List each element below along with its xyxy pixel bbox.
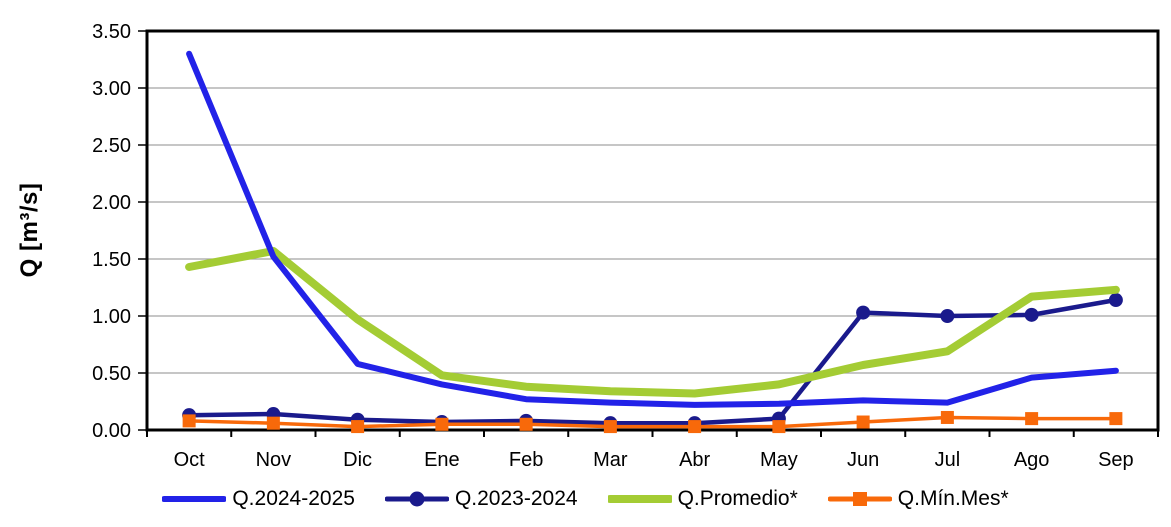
x-tick-label: Nov (256, 449, 292, 471)
square-marker (772, 420, 786, 434)
square-marker (1025, 412, 1039, 426)
series-line (186, 297, 1119, 426)
y-tick-label: 2.00 (92, 192, 131, 214)
series-Q.Mín.Mes* (182, 410, 1123, 434)
circle-marker (856, 305, 871, 320)
square-marker (182, 414, 196, 428)
series-Q.2024-2025 (186, 50, 1119, 408)
axis-labels: 0.00 0.50 1.00 1.50 2.00 2.50 3.00 3.50 Oct Nov Di… (92, 21, 1134, 471)
square-marker (603, 420, 617, 434)
legend-item-q-2024-2025: Q.2024-2025 (162, 487, 355, 511)
x-tick-label: Sep (1098, 449, 1134, 471)
square-marker (266, 416, 280, 430)
x-tick-label: Jul (935, 449, 961, 471)
series-Q.Promedio* (185, 247, 1120, 398)
legend-label: Q.2023-2024 (454, 487, 578, 510)
chart-legend: Q.2024-2025 Q.2023-2024 Q.Promedio* Q.Mín.M… (0, 487, 1171, 511)
circle-marker (409, 491, 425, 507)
circle-marker (1024, 307, 1039, 322)
legend-label: Q.Promedio* (677, 487, 798, 510)
square-marker (519, 417, 533, 431)
x-tick-label: Ene (424, 449, 460, 471)
series-line (185, 247, 1120, 398)
legend-line-sample (162, 496, 227, 502)
x-tick-label: Dic (343, 449, 372, 471)
square-marker (435, 417, 449, 431)
circle-marker (1108, 293, 1123, 308)
gridlines (147, 87, 1158, 374)
x-tick-label: Jun (847, 449, 879, 471)
square-marker (688, 420, 702, 434)
legend-label: Q.Mín.Mes* (897, 487, 1009, 510)
legend-item-q-promedio-: Q.Promedio* (607, 487, 798, 511)
legend-line-sample (384, 491, 449, 507)
y-tick-label: 3.00 (92, 78, 131, 100)
y-tick-label: 1.50 (92, 249, 131, 271)
circle-marker (940, 309, 955, 323)
series-Q.2023-2024 (182, 293, 1123, 431)
y-tick-label: 2.50 (92, 135, 131, 157)
x-tick-label: Oct (174, 449, 206, 471)
legend-item-q-m-n-mes-: Q.Mín.Mes* (827, 487, 1009, 511)
y-axis-title: Q [m³/s] (16, 182, 43, 278)
x-tick-label: Feb (509, 449, 543, 471)
legend-line-sample (827, 492, 892, 506)
series-line (187, 415, 1118, 429)
square-marker (856, 415, 870, 429)
square-marker (1109, 412, 1123, 426)
x-tick-label: Ago (1014, 449, 1050, 471)
legend-line-sample (607, 495, 672, 503)
axes (138, 29, 1160, 437)
square-marker (351, 420, 365, 434)
y-tick-label: 0.50 (92, 363, 131, 385)
y-tick-label: 0.00 (92, 420, 131, 442)
x-tick-label: Abr (679, 449, 710, 471)
plot-frame (145, 29, 1160, 432)
x-tick-label: May (760, 449, 798, 471)
square-marker (940, 410, 954, 424)
legend-item-q-2023-2024: Q.2023-2024 (384, 487, 578, 511)
legend-label: Q.2024-2025 (232, 487, 355, 510)
series-line (186, 50, 1119, 408)
y-tick-label: 3.50 (92, 21, 131, 43)
y-tick-label: 1.00 (92, 306, 131, 328)
x-tick-label: Mar (593, 449, 628, 471)
square-marker (852, 492, 867, 506)
